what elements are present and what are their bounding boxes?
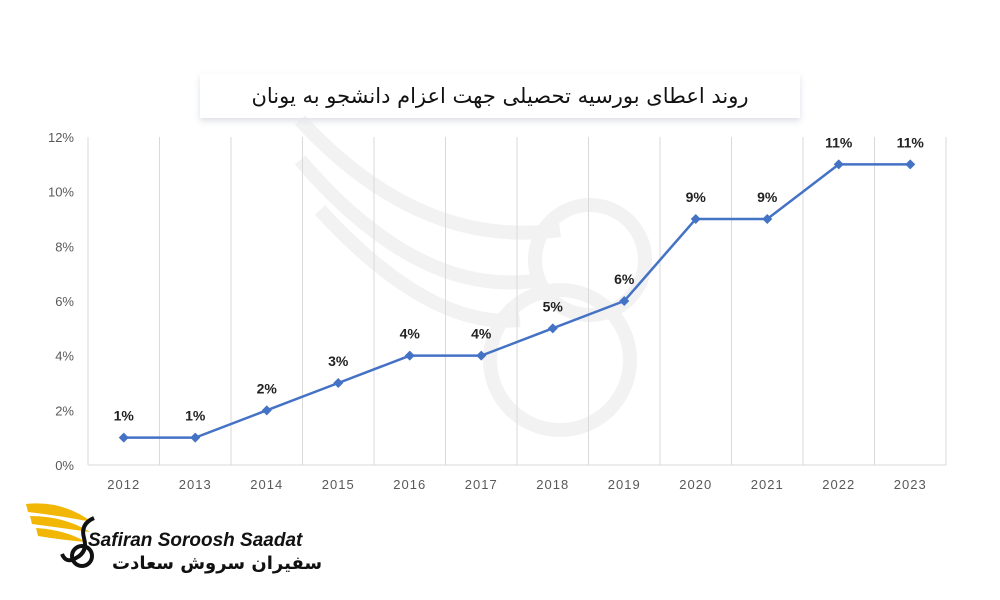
x-tick-label: 2012 (107, 477, 140, 492)
chart-title: روند اعطای بورسیه تحصیلی جهت اعزام دانشج… (251, 84, 749, 108)
y-tick-label: 4% (55, 349, 74, 364)
y-tick-label: 6% (55, 294, 74, 309)
chart-title-box: روند اعطای بورسیه تحصیلی جهت اعزام دانشج… (200, 74, 800, 118)
data-point (762, 214, 773, 224)
data-label: 9% (686, 189, 707, 205)
x-tick-label: 2021 (751, 477, 784, 492)
data-label: 3% (328, 353, 349, 369)
y-tick-label: 10% (48, 185, 74, 200)
y-tick-label: 2% (55, 403, 74, 418)
data-label: 1% (185, 408, 206, 424)
data-label: 9% (757, 189, 778, 205)
y-tick-label: 8% (55, 239, 74, 254)
data-markers (118, 159, 916, 443)
gridlines (87, 137, 947, 465)
data-point (905, 159, 916, 170)
data-point (690, 214, 701, 224)
data-point (547, 323, 558, 334)
data-point (190, 432, 201, 443)
watermark-icon (294, 115, 652, 437)
series-line (123, 163, 911, 439)
data-label: 4% (400, 326, 421, 342)
x-tick-label: 2023 (894, 477, 927, 492)
x-tick-label: 2018 (536, 477, 569, 492)
x-axis-ticks: 2012 2013 2014 2015 2016 2017 2018 2019 2020 2021… (107, 477, 927, 492)
data-label: 11% (825, 134, 853, 150)
brand-logo-icon (26, 503, 95, 568)
y-tick-label: 12% (48, 130, 74, 145)
data-label: 6% (614, 271, 635, 287)
data-point (333, 378, 344, 388)
data-label: 4% (471, 326, 492, 342)
x-tick-label: 2020 (679, 477, 712, 492)
data-label: 11% (897, 134, 925, 150)
data-point (118, 432, 129, 443)
data-point (261, 405, 272, 416)
x-tick-label: 2014 (250, 477, 283, 492)
data-label: 5% (543, 298, 564, 314)
x-tick-label: 2016 (393, 477, 426, 492)
brand-name-english: Safiran Soroosh Saadat (88, 530, 303, 551)
data-label: 2% (257, 380, 278, 396)
x-tick-label: 2019 (608, 477, 641, 492)
x-tick-label: 2017 (465, 477, 498, 492)
brand-name-persian: سفیران سروش سعادت (112, 553, 323, 574)
data-point (404, 350, 415, 361)
y-axis-ticks: 0% 2% 4% 6% 8% 10% 12% (48, 130, 74, 473)
x-tick-label: 2013 (179, 477, 212, 492)
data-label: 1% (114, 408, 135, 424)
data-point (619, 296, 630, 306)
data-point (476, 350, 487, 361)
data-labels: 1% 1% 2% 3% 4% 4% 5% 6% 9% 9% 11% 11% (114, 134, 925, 423)
x-tick-label: 2022 (822, 477, 855, 492)
data-point (833, 159, 844, 170)
y-tick-label: 0% (55, 458, 74, 473)
x-tick-label: 2015 (322, 477, 355, 492)
